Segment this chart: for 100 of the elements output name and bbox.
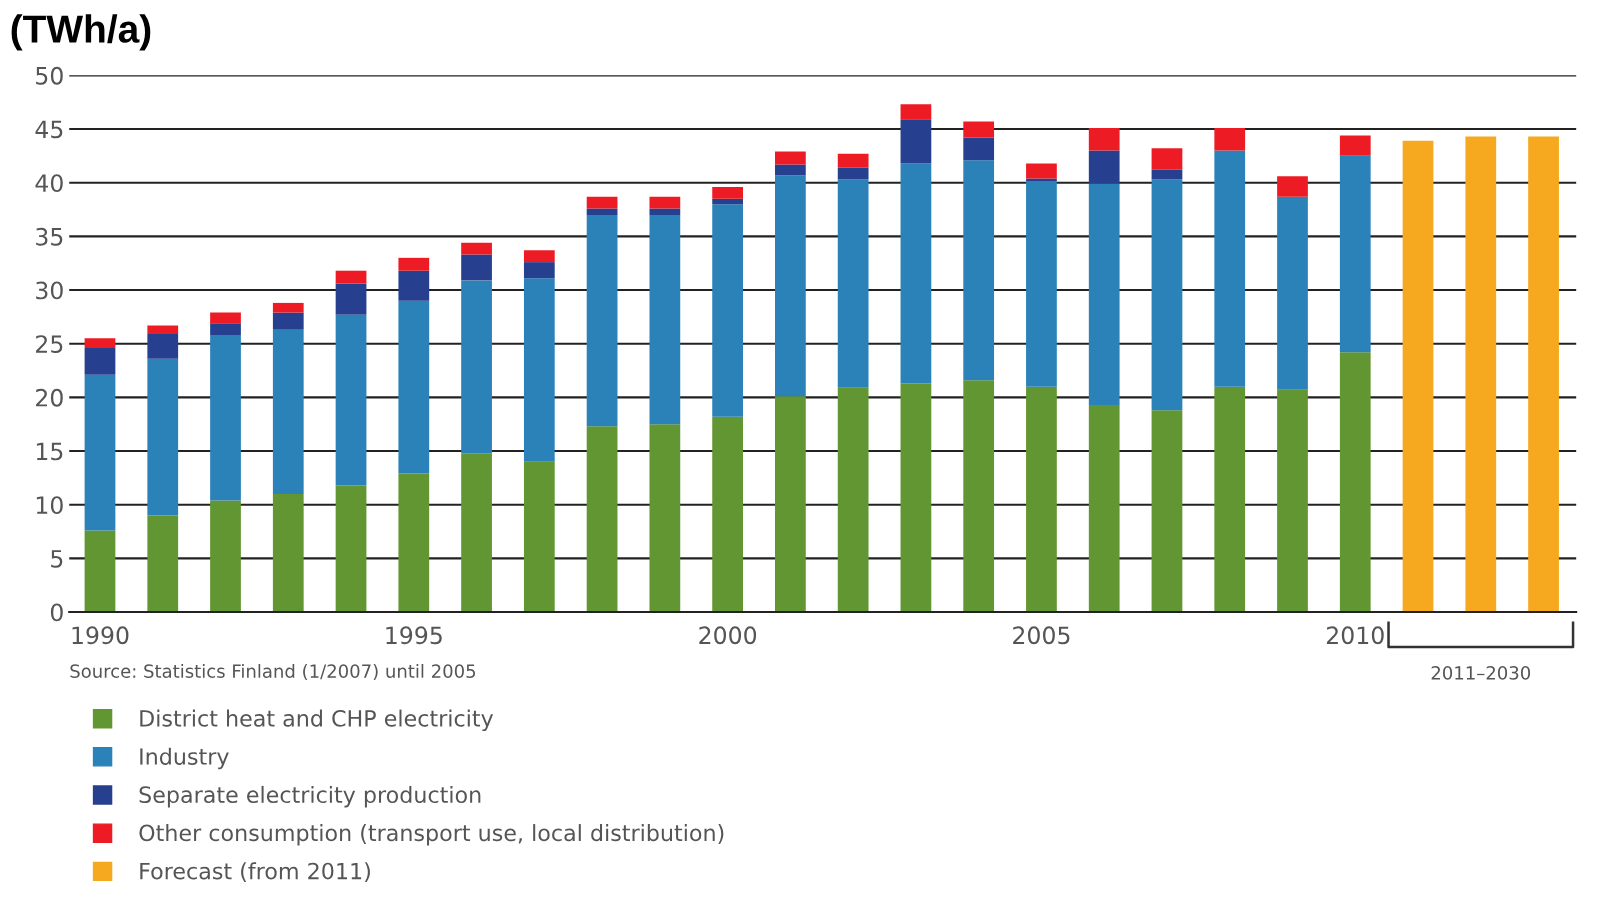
y-tick-label: 25 [36, 335, 63, 354]
bar [963, 160, 995, 381]
bar [523, 262, 555, 279]
bar [1088, 150, 1120, 184]
bar [398, 257, 430, 271]
bar [461, 280, 492, 454]
y-tick-label: 40 [35, 174, 63, 192]
bar [210, 323, 241, 336]
y-tick-label: 5 [51, 550, 63, 568]
bar [1026, 178, 1057, 182]
bar [712, 204, 743, 417]
bar [900, 119, 932, 164]
bar [963, 121, 995, 138]
bar [210, 312, 241, 324]
y-tick-label: 15 [36, 442, 63, 461]
x-tick-label: 2010 [1326, 626, 1384, 645]
bar [461, 453, 492, 613]
y-tick-label: 50 [36, 66, 63, 85]
bar [712, 416, 743, 613]
bar [1026, 163, 1057, 179]
bar [1277, 389, 1308, 613]
bar [272, 493, 304, 613]
y-tick-label: 30 [36, 281, 63, 300]
bar [775, 151, 806, 165]
bar [523, 461, 555, 613]
legend-label: Forecast (from 2011) [140, 862, 370, 883]
source-note: Source: Statistics Finland (1/2007) until 2005 [70, 663, 476, 681]
bar [963, 380, 995, 613]
bar [210, 500, 241, 613]
bar [272, 302, 304, 313]
x-tick-label: 2005 [1013, 626, 1070, 645]
legend-label: Separate electricity production [139, 785, 481, 808]
bar [837, 387, 869, 613]
bar [1151, 148, 1183, 170]
bar [900, 104, 932, 120]
bar [272, 329, 304, 494]
bar [1151, 179, 1183, 411]
bar [461, 254, 492, 281]
bar [1151, 410, 1183, 613]
bar [84, 338, 116, 348]
bar [900, 163, 932, 384]
bar [712, 198, 743, 205]
legend-label: District heat and CHP electricity [140, 709, 494, 732]
x-tick-label: 1990 [72, 626, 129, 645]
bar [1026, 181, 1057, 387]
bar [837, 153, 869, 168]
bar [1151, 169, 1183, 180]
bar [963, 137, 995, 161]
bar [775, 175, 806, 397]
bar [210, 335, 241, 501]
bar [147, 325, 179, 335]
bar [147, 515, 179, 613]
legend-label: Other consumption (transport use, local distribution) [139, 824, 724, 846]
bar [837, 167, 869, 180]
bar [523, 278, 555, 462]
y-tick-label: 35 [36, 227, 63, 246]
y-tick-label: 10 [36, 496, 63, 515]
bar [335, 485, 367, 613]
bar [649, 208, 681, 215]
y-tick-label: 0 [50, 603, 63, 622]
bar [272, 312, 304, 330]
bar [335, 314, 367, 486]
bar [398, 270, 430, 301]
bar [586, 208, 618, 215]
bar [1088, 183, 1120, 405]
bar [775, 396, 806, 613]
bar [1465, 136, 1497, 613]
bar [147, 358, 179, 516]
x-tick-label: 1995 [386, 626, 442, 645]
x-tick-label: 2000 [699, 626, 757, 645]
bar [1214, 386, 1246, 613]
bar [398, 473, 430, 613]
bar [1277, 196, 1308, 390]
bar [398, 300, 430, 474]
bar [1088, 127, 1120, 151]
bar [335, 283, 367, 315]
bar [1528, 136, 1559, 613]
legend-label: Industry [140, 747, 229, 770]
bar [1339, 155, 1371, 353]
bar [586, 196, 618, 209]
bar [1339, 352, 1371, 613]
y-axis-title: (TWh/a) [11, 14, 151, 51]
bar [1402, 140, 1434, 613]
bar [461, 242, 492, 255]
bar [1088, 404, 1120, 613]
bar [649, 196, 681, 209]
bar [84, 374, 116, 531]
bar [1214, 127, 1246, 151]
bar [335, 270, 367, 284]
bar [649, 424, 681, 613]
bar [586, 426, 618, 613]
bar [1026, 386, 1057, 613]
bar [1214, 150, 1246, 387]
bar [84, 348, 116, 375]
bar [712, 186, 743, 199]
bar [775, 164, 806, 176]
bar [837, 179, 869, 388]
bar [900, 383, 932, 613]
y-tick-label: 20 [36, 388, 63, 407]
bar [84, 530, 116, 613]
